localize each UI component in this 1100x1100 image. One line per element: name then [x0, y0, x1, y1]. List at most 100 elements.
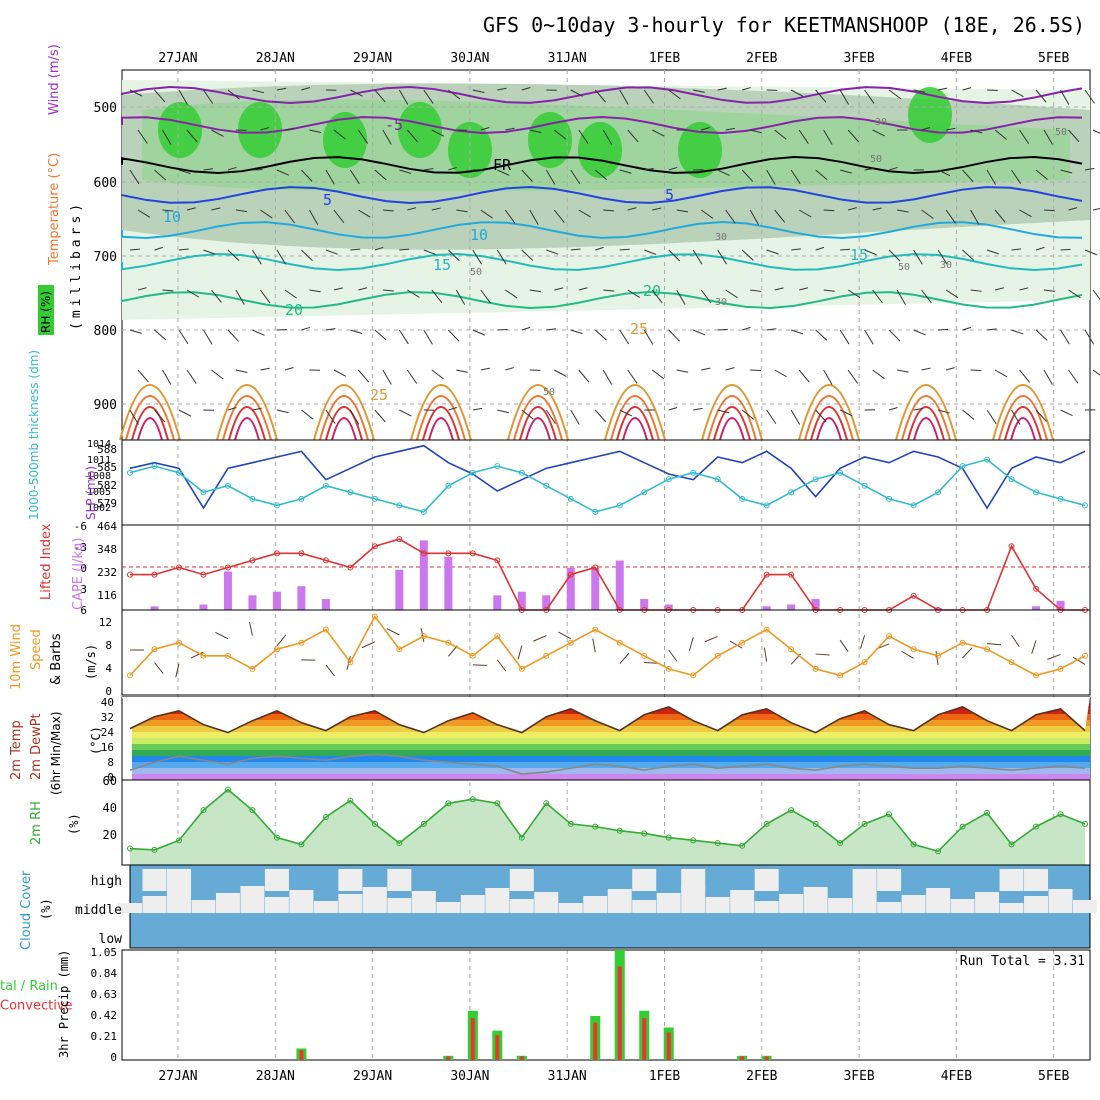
wind-barb — [643, 329, 654, 345]
rh2m-line-point — [714, 840, 721, 847]
wind-barb — [1068, 369, 1079, 384]
precip-conv-bar — [299, 1050, 304, 1060]
temp2m-line — [129, 706, 1086, 734]
thickness-tick: 582 — [97, 479, 117, 492]
wind-barb — [725, 127, 736, 131]
cape-bar — [762, 606, 771, 610]
wind-barb — [815, 329, 828, 341]
temp-contour — [121, 115, 1083, 134]
wind10-barb — [190, 651, 204, 659]
wind-barb — [529, 289, 542, 293]
wind-barb — [553, 209, 565, 223]
wind-barb — [815, 246, 825, 251]
thickness-tick: 579 — [97, 497, 117, 510]
wind-barb — [725, 367, 735, 371]
slp-axis-label: SLP (mb) — [84, 466, 98, 520]
slp-tick: 1008 — [87, 471, 111, 482]
wind-barb — [570, 409, 580, 425]
cloud-high-block — [387, 869, 412, 891]
lifted-tick: -6 — [74, 520, 87, 533]
wind-barb — [235, 289, 245, 305]
wind10-line-point — [567, 639, 574, 646]
cloud-high-block — [852, 869, 877, 891]
wind-barb — [864, 249, 877, 256]
cape-bar — [419, 540, 428, 610]
wind-barb — [227, 89, 240, 100]
wind10-tick: 0 — [105, 685, 112, 698]
wind-barb — [619, 169, 632, 174]
wind-barb — [602, 369, 613, 385]
wind-barb — [888, 89, 902, 100]
wind-barb — [333, 209, 345, 223]
thickness-axis-label: 1000-500mb thickness (dm) — [27, 350, 41, 520]
wind-barb — [594, 409, 607, 423]
warm-contour — [1004, 406, 1042, 441]
wind-barb — [888, 249, 901, 262]
wind-barb — [203, 89, 214, 104]
precip-conv-bar — [495, 1035, 500, 1060]
rh2m-line-point — [1082, 820, 1088, 827]
wind-barb — [994, 209, 1006, 223]
wind10-barb — [763, 647, 768, 662]
rh-contour-label: 30 — [715, 232, 727, 243]
wind-barb — [1019, 369, 1031, 383]
warm-contour — [913, 417, 939, 441]
wind-barb — [154, 246, 163, 251]
warm-contour — [125, 395, 175, 441]
cloud-middle-block — [975, 892, 1000, 913]
cloud-middle-block — [852, 891, 877, 913]
wind10-line-point — [224, 652, 231, 659]
wind-barb — [815, 89, 827, 103]
wind-barb — [504, 209, 516, 224]
temp-axis-label: Temperature (°C) — [47, 153, 62, 266]
pressure-tick: 900 — [94, 398, 117, 413]
lifted-tick: 3 — [80, 583, 87, 596]
wind-barb — [1043, 369, 1053, 385]
rh2m-line-point — [910, 841, 917, 848]
warm-contour — [895, 384, 957, 441]
thickness-line-point — [371, 495, 378, 502]
cloud-middle-block — [118, 903, 142, 913]
lifted-line-point — [396, 536, 403, 543]
wind-barb — [496, 249, 507, 265]
wind10-label-group2: Speed — [29, 629, 44, 670]
wind10-line-point — [371, 613, 378, 620]
cape-bar — [272, 591, 281, 610]
wind-barb — [619, 409, 632, 417]
wind10-line-point — [396, 646, 403, 653]
wind-barb — [945, 289, 959, 299]
wind-barb — [211, 369, 224, 380]
wind-barb — [888, 406, 898, 411]
warm-contour — [713, 406, 751, 441]
precip-conv-bar — [740, 1056, 745, 1060]
wind-barb — [701, 367, 711, 371]
rh2m-axis-group: (%) — [67, 813, 81, 835]
wind-barb — [652, 129, 665, 137]
wind10-panel — [121, 609, 1091, 696]
wind-barb — [374, 89, 386, 103]
wind-barb — [1019, 287, 1029, 291]
wind-barb — [570, 248, 581, 251]
rh2m-line-point — [396, 840, 403, 847]
wind-barb — [1011, 409, 1021, 425]
wind-barb — [431, 369, 444, 380]
wind-barb — [692, 249, 703, 265]
rh-strong-blob — [578, 122, 622, 178]
rh2m-line-point — [224, 786, 231, 793]
thickness-line-point — [298, 495, 305, 502]
wind-barb — [823, 209, 835, 212]
wind-barb — [594, 169, 607, 181]
wind-barb — [921, 127, 931, 131]
cape-bar — [542, 595, 551, 610]
wind-barb — [945, 209, 956, 224]
cloud-axis-group: (%) — [39, 898, 53, 920]
cloud-middle-block — [264, 897, 289, 913]
temp-mask — [122, 697, 1090, 733]
precip-conv-bar — [519, 1056, 524, 1060]
wind-barb — [847, 369, 859, 384]
wind-barb — [741, 249, 754, 261]
rh2m-tick: 60 — [103, 774, 117, 788]
wind-barb — [847, 129, 859, 143]
wind10-barb — [592, 638, 596, 653]
wind-barb — [864, 89, 875, 104]
